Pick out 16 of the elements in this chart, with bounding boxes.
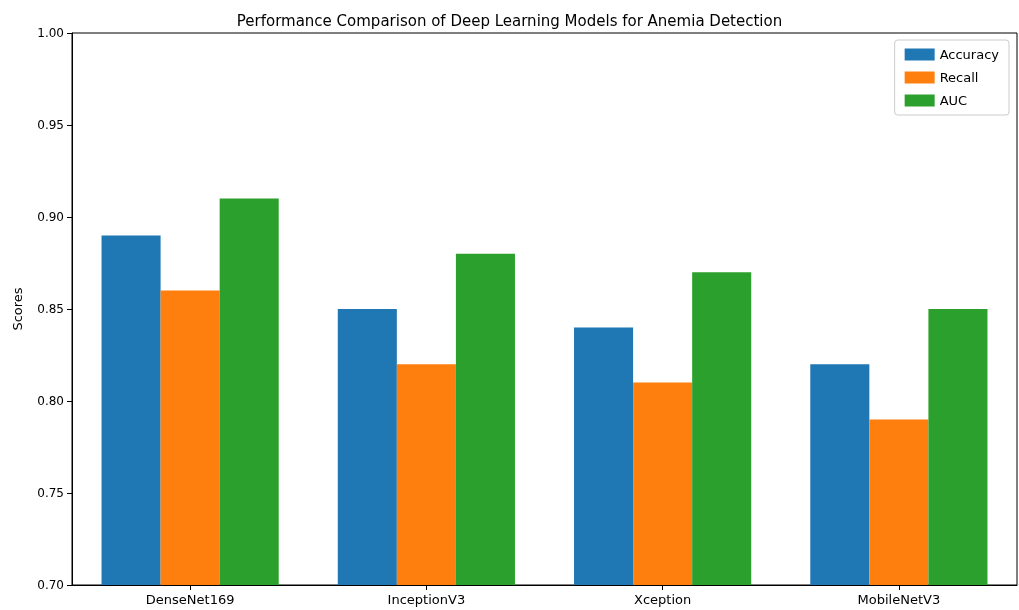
y-tick-label: 0.90 (37, 210, 64, 224)
x-tick-label: InceptionV3 (387, 592, 466, 607)
x-tick-label: Xception (634, 592, 692, 607)
legend-label: Recall (939, 70, 979, 85)
y-tick-label: 1.00 (37, 26, 64, 40)
x-tick-label: MobileNetV3 (857, 592, 941, 607)
y-tick-label: 0.80 (37, 394, 64, 408)
y-tick-label: 0.75 (37, 486, 64, 500)
y-tick-label: 0.70 (37, 578, 64, 592)
y-tick-label: 0.95 (37, 118, 64, 132)
x-tick-label: DenseNet169 (145, 592, 235, 607)
y-axis-title: Scores (10, 287, 25, 331)
y-tick-label: 0.85 (37, 302, 64, 316)
legend-label: AUC (939, 93, 968, 108)
legend-label: Accuracy (939, 47, 1000, 62)
chart-title: Performance Comparison of Deep Learning Models for Anemia Detection (236, 11, 783, 30)
